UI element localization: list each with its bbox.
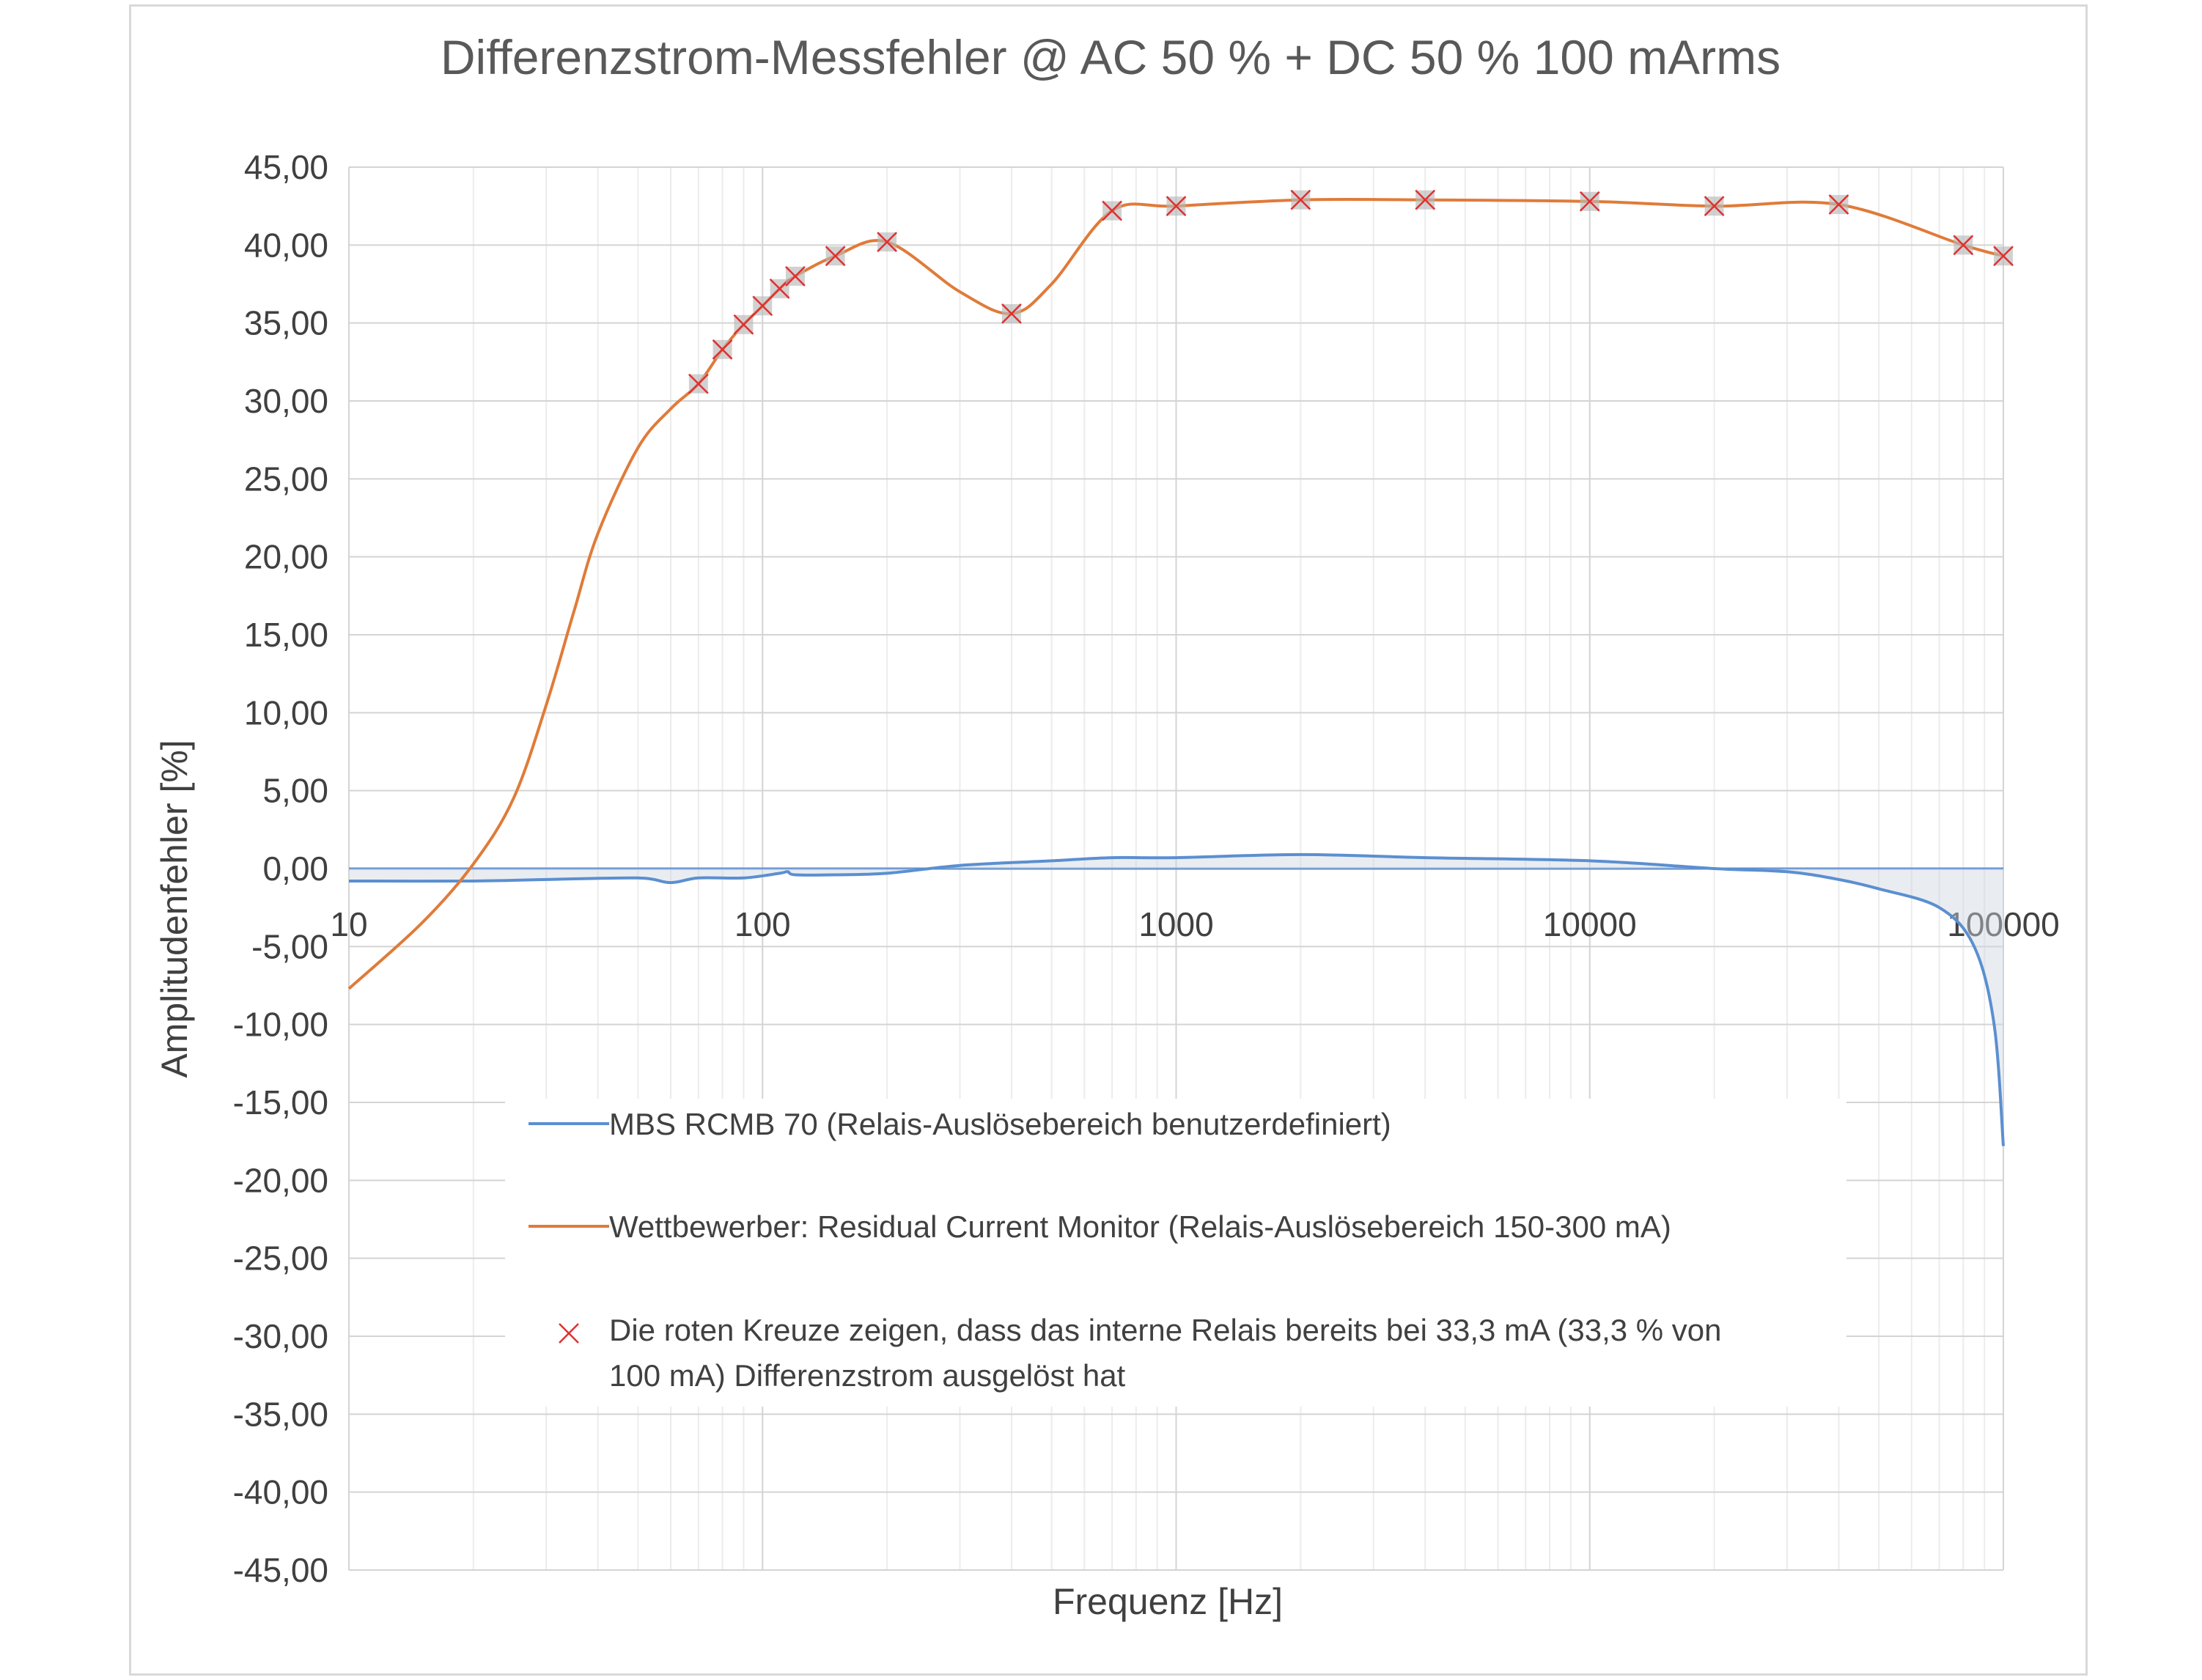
y-tick-label: 5,00: [262, 772, 328, 810]
y-tick-label: 40,00: [244, 226, 328, 264]
marker-stroke: [1953, 235, 1974, 256]
x-axis-title: Frequenz [Hz]: [1053, 1581, 1283, 1622]
marker-stroke: [688, 373, 709, 394]
y-tick-label: -10,00: [233, 1006, 328, 1044]
y-tick-label: -40,00: [233, 1473, 328, 1511]
y-axis-title: Amplitudenfehler [%]: [154, 740, 195, 1077]
marker-stroke: [752, 295, 773, 317]
marker-stroke: [1579, 191, 1600, 212]
cross-marker: [1290, 189, 1311, 210]
cross-marker: [877, 232, 897, 252]
legend-label-competitor: Wettbewerber: Residual Current Monitor (…: [609, 1209, 1671, 1244]
marker-stroke: [1993, 246, 2014, 267]
y-tick-label: -25,00: [233, 1239, 328, 1278]
y-tick-label: 10,00: [244, 693, 328, 732]
x-tick-label: 100: [734, 905, 791, 943]
x-tick-label: 100000: [1947, 905, 2060, 943]
cross-marker: [1579, 191, 1600, 212]
marker-stroke: [785, 265, 806, 287]
cross-marker: [1704, 196, 1725, 217]
y-axis-ticks: 45,00 40,00 35,00 30,00 25,00 20,00 15,00 10,00…: [233, 148, 328, 1589]
y-tick-label: -30,00: [233, 1317, 328, 1355]
chart-frame: Differenzstrom-Messfehler @ AC 50 % + DC…: [129, 4, 2088, 1676]
marker-stroke: [559, 1323, 579, 1344]
marker-stroke: [1704, 196, 1725, 217]
cross-marker: [733, 314, 754, 335]
y-tick-label: -45,00: [233, 1551, 328, 1589]
legend-marker-cross: [559, 1323, 579, 1344]
y-tick-label: -20,00: [233, 1161, 328, 1199]
marker-stroke: [1828, 194, 1849, 215]
legend-background: [505, 1099, 1846, 1407]
cross-marker: [752, 295, 773, 317]
cross-marker: [1415, 189, 1436, 210]
legend-label-mbs: MBS RCMB 70 (Relais-Auslösebereich benut…: [609, 1107, 1391, 1141]
cross-marker: [712, 339, 733, 360]
x-tick-label: 1000: [1138, 905, 1213, 943]
series-line-mbs: [348, 852, 2005, 1146]
marker-stroke: [712, 339, 733, 360]
y-tick-label: 0,00: [262, 850, 328, 888]
cross-marker: [688, 373, 709, 394]
cross-marker: [1102, 200, 1122, 221]
y-tick-label: -35,00: [233, 1395, 328, 1433]
x-tick-label: 10000: [1543, 905, 1637, 943]
cross-marker: [825, 246, 846, 267]
chart-title: Differenzstrom-Messfehler @ AC 50 % + DC…: [441, 30, 1781, 84]
cross-marker: [1828, 194, 1849, 215]
y-tick-label: -15,00: [233, 1083, 328, 1121]
legend-label-markers-line1: Die roten Kreuze zeigen, dass das intern…: [609, 1313, 1722, 1347]
y-tick-label: 35,00: [244, 304, 328, 342]
y-tick-label: -5,00: [251, 927, 328, 965]
legend: MBS RCMB 70 (Relais-Auslösebereich benut…: [505, 1099, 1846, 1407]
legend-label-markers-line2: 100 mA) Differenzstrom ausgelöst hat: [609, 1358, 1126, 1393]
y-tick-label: 30,00: [244, 382, 328, 420]
cross-marker: [785, 265, 806, 287]
y-tick-label: 15,00: [244, 616, 328, 654]
y-tick-label: 25,00: [244, 460, 328, 498]
y-tick-label: 20,00: [244, 538, 328, 576]
marker-stroke: [825, 246, 846, 267]
chart: Differenzstrom-Messfehler @ AC 50 % + DC…: [154, 30, 2060, 1622]
marker-stroke: [1001, 303, 1022, 324]
cross-marker: [1001, 303, 1022, 324]
marker-stroke: [1290, 189, 1311, 210]
cross-marker: [1993, 246, 2014, 267]
marker-stroke: [877, 232, 897, 252]
cross-marker: [1166, 196, 1187, 217]
x-axis-ticks: 10 100 1000 10000 100000: [330, 905, 2059, 943]
marker-stroke: [1102, 200, 1122, 221]
cross-marker: [1953, 235, 1974, 256]
marker-stroke: [1415, 189, 1436, 210]
cross-marker: [559, 1323, 579, 1344]
x-tick-label: 10: [330, 905, 367, 943]
marker-layer: [688, 189, 2014, 394]
y-tick-label: 45,00: [244, 148, 328, 186]
marker-stroke: [733, 314, 754, 335]
marker-stroke: [1166, 196, 1187, 217]
